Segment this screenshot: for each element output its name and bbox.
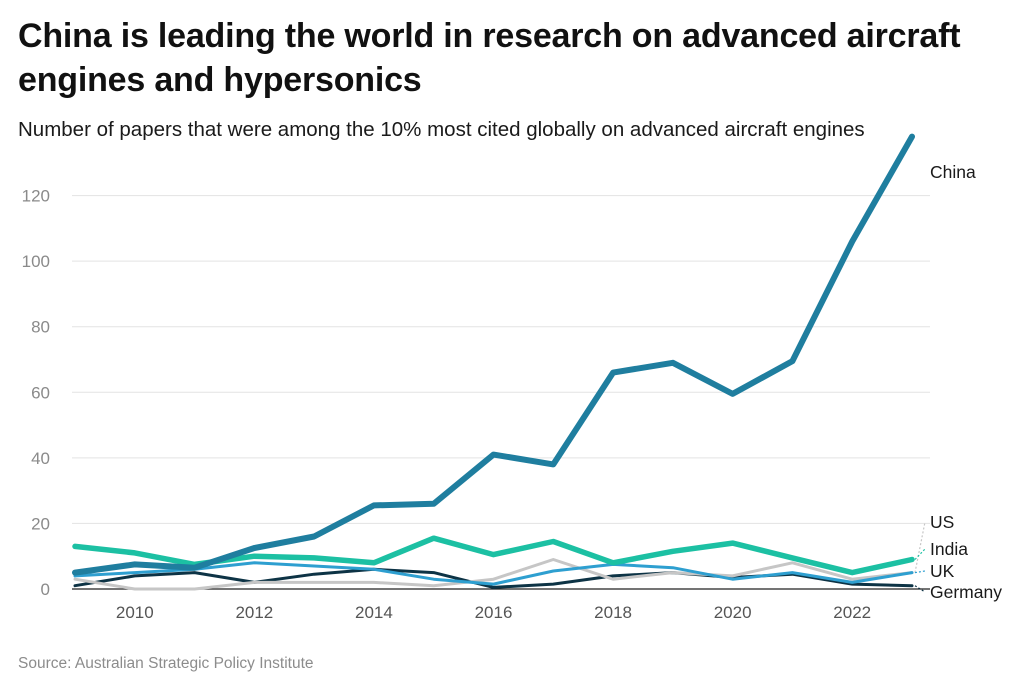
- x-tick-label: 2012: [235, 603, 273, 622]
- series-label-china: China: [930, 162, 976, 182]
- line-chart: 0 20 40 60 80 100 120 2010 2012 2014 2016 2018 2020…: [22, 133, 1002, 622]
- x-tick-label: 2010: [116, 603, 154, 622]
- connector-germany: [914, 585, 926, 593]
- y-tick-label: 120: [22, 187, 50, 206]
- source-note: Source: Australian Strategic Policy Inst…: [18, 655, 314, 672]
- series-lines: [72, 133, 915, 591]
- x-tick-label: 2016: [475, 603, 513, 622]
- gridlines: [72, 195, 930, 590]
- y-axis-ticks: 0 20 40 60 80 100 120: [22, 187, 50, 599]
- y-tick-label: 20: [31, 514, 50, 533]
- y-tick-label: 100: [22, 252, 50, 271]
- series-label-uk: UK: [930, 561, 955, 581]
- label-connectors: [914, 521, 926, 593]
- x-tick-label: 2018: [594, 603, 632, 622]
- y-tick-label: 40: [31, 449, 50, 468]
- x-tick-label: 2020: [714, 603, 752, 622]
- series-line-us: [73, 558, 914, 591]
- x-tick-label: 2014: [355, 603, 393, 622]
- series-label-india: India: [930, 539, 968, 559]
- connector-india: [914, 548, 926, 560]
- series-line-china: [72, 133, 915, 576]
- connector-us: [914, 521, 926, 573]
- chart-subtitle: Number of papers that were among the 10%…: [18, 118, 865, 141]
- y-tick-label: 0: [41, 580, 50, 599]
- series-label-us: US: [930, 512, 954, 532]
- x-axis-ticks: 2010 2012 2014 2016 2018 2020 2022: [116, 603, 871, 622]
- chart-title: China is leading the world in research o…: [18, 17, 961, 99]
- x-tick-label: 2022: [833, 603, 871, 622]
- y-tick-label: 60: [31, 383, 50, 402]
- connector-uk: [914, 570, 926, 574]
- series-label-germany: Germany: [930, 582, 1002, 602]
- series-line-uk: [73, 561, 914, 586]
- y-tick-label: 80: [31, 318, 50, 337]
